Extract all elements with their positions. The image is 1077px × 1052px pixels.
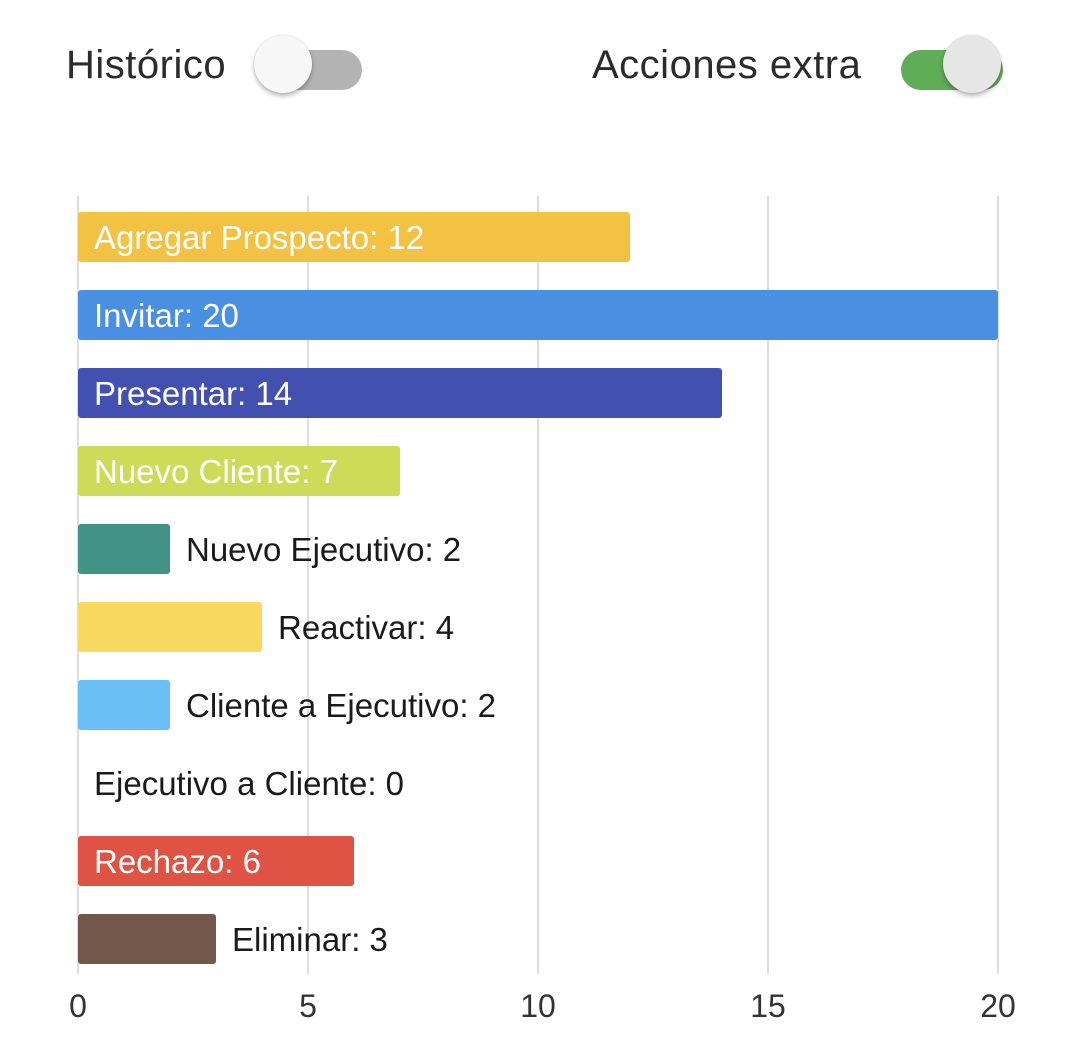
historico-label: Histórico: [66, 42, 227, 87]
acciones-extra-switch-knob[interactable]: [943, 35, 1002, 93]
bar: [78, 212, 630, 262]
bar-data-label: Eliminar: 3: [232, 921, 388, 958]
bar: [78, 680, 170, 730]
historico-toggle-row: Histórico: [66, 30, 364, 100]
bar-data-label: Rechazo: 6: [94, 843, 261, 880]
bar: [78, 602, 262, 652]
x-tick-label: 0: [69, 988, 87, 1024]
x-tick-label: 15: [750, 988, 786, 1024]
acciones-extra-switch[interactable]: [895, 30, 1005, 100]
historico-switch-knob[interactable]: [254, 35, 313, 93]
bar: [78, 836, 354, 886]
bar: [78, 524, 170, 574]
bar: [78, 368, 722, 418]
acciones-extra-label: Acciones extra: [592, 42, 862, 87]
bar: [78, 914, 216, 964]
x-tick-label: 5: [299, 988, 317, 1024]
acciones-extra-toggle-row: Acciones extra: [592, 30, 1005, 100]
bar-data-label: Reactivar: 4: [278, 609, 454, 646]
bar-data-label: Nuevo Ejecutivo: 2: [186, 531, 461, 568]
bar: [78, 290, 998, 340]
bar-data-label: Invitar: 20: [94, 297, 239, 334]
bar-data-label: Agregar Prospecto: 12: [94, 219, 424, 256]
bar: [78, 446, 400, 496]
x-tick-label: 10: [520, 988, 556, 1024]
bar-data-label: Cliente a Ejecutivo: 2: [186, 687, 496, 724]
historico-switch[interactable]: [254, 30, 364, 100]
bar-data-label: Ejecutivo a Cliente: 0: [94, 765, 404, 802]
bar-data-label: Presentar: 14: [94, 375, 292, 412]
bar-data-label: Nuevo Cliente: 7: [94, 453, 338, 490]
x-tick-label: 20: [980, 988, 1016, 1024]
